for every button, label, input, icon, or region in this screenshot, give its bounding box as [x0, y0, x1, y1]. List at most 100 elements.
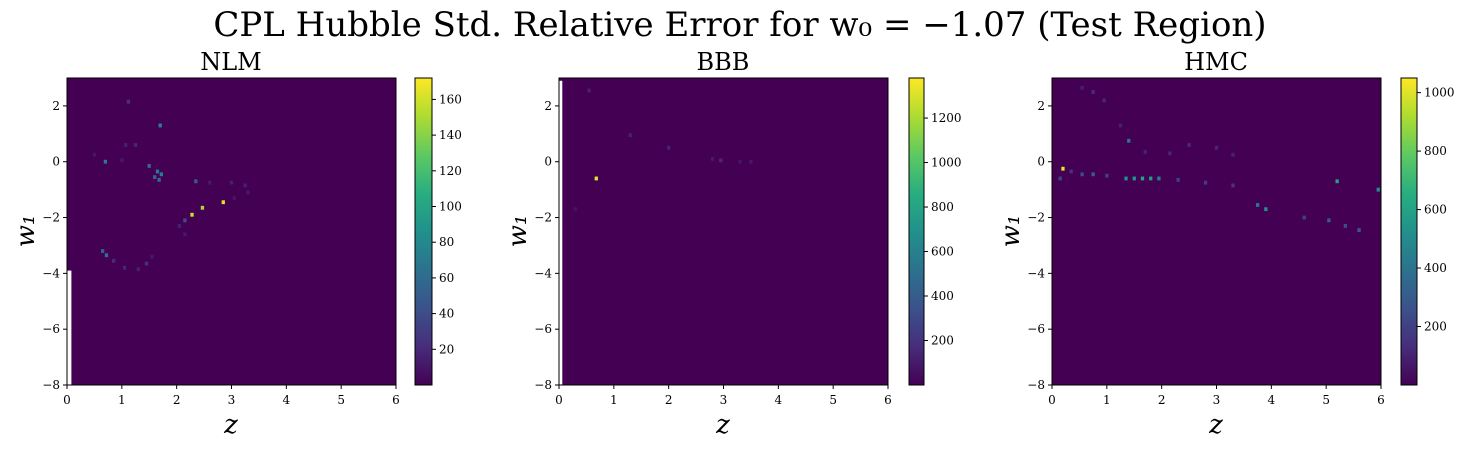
masked-regions [559, 80, 563, 386]
heatmap-cell [120, 158, 124, 163]
y-tick-label: −2 [42, 211, 60, 225]
heatmap-cell [150, 254, 154, 259]
heatmap-cell [1105, 173, 1109, 178]
y-axis-ticks: −8 −6 −4 −2 0 2 [1027, 99, 1052, 392]
heatmap-cell [126, 99, 131, 104]
masked-region [67, 270, 72, 385]
y-tick-label: −6 [1027, 322, 1045, 336]
figure-title: CPL Hubble Std. Relative Error for w₀ = … [213, 5, 1266, 45]
x-axis-label: z [715, 410, 730, 440]
y-tick-label: −2 [534, 211, 552, 225]
y-axis-label: w₁ [996, 215, 1026, 248]
heatmap-cell [136, 267, 140, 272]
heatmap-cell [153, 175, 157, 179]
x-tick-label: 4 [283, 393, 291, 407]
colorbar-tick-label: 400 [1424, 261, 1447, 275]
heatmap-cell [159, 172, 163, 177]
heatmap-cell [194, 179, 198, 184]
heatmap-cell [1102, 98, 1106, 103]
x-tick-label: 6 [392, 393, 400, 407]
colorbar-tick-label: 60 [439, 271, 454, 285]
x-axis-ticks: 0 1 2 3 4 5 6 [555, 385, 892, 407]
colorbar-tick-label: 400 [931, 289, 954, 303]
heatmap-cells [92, 99, 250, 272]
heatmap-cell [1357, 228, 1361, 233]
colorbar-ticks: 200 400 600 800 1000 1200 [924, 111, 962, 348]
heatmap-cell [147, 163, 151, 168]
colorbar-tick-label: 100 [439, 200, 462, 214]
heatmap-cell [1118, 123, 1123, 128]
heatmap-cell [111, 258, 116, 263]
panel-bbb: BBB 0 1 2 3 4 5 6 −8 −6 −4 −2 0 2 z w₁ 200 400 600 800… [503, 48, 962, 440]
colorbar [414, 77, 433, 386]
heatmap-cell [124, 143, 128, 147]
x-tick-label: 5 [1322, 393, 1330, 407]
colorbar-tick-label: 1000 [1424, 86, 1455, 100]
y-tick-label: 0 [1037, 155, 1045, 169]
colorbar-tick-label: 800 [1424, 144, 1447, 158]
colorbar [908, 77, 925, 386]
y-tick-label: −6 [42, 322, 60, 336]
x-tick-label: 6 [1377, 393, 1385, 407]
heatmap-cell [157, 177, 161, 182]
x-tick-label: 1 [610, 393, 618, 407]
x-tick-label: 4 [1268, 393, 1276, 407]
panel-title: HMC [1184, 48, 1248, 76]
heatmap-cell [1157, 176, 1161, 181]
y-tick-label: −4 [534, 266, 552, 280]
colorbar-tick-label: 80 [439, 235, 454, 249]
x-tick-label: 1 [1103, 393, 1111, 407]
heatmap-cell [1231, 183, 1235, 188]
x-tick-label: 0 [555, 393, 563, 407]
heatmap-cell [133, 143, 138, 147]
heatmap-cell [221, 200, 225, 205]
heatmap-cell [1091, 172, 1095, 177]
heatmap-cells [573, 88, 753, 212]
heatmap-cell [246, 190, 250, 195]
panel-nlm: NLM 0 1 2 3 4 5 6 −8 −6 −4 −2 0 2 z w₁ 20 40 60 80 100 1… [11, 48, 462, 440]
heatmap-cell [243, 183, 247, 188]
panel-hmc: HMC 0 1 2 3 4 5 6 −8 −6 −4 −2 0 2 z w₁ 200 400 600 800… [996, 48, 1455, 440]
heatmap-cell [232, 196, 236, 200]
colorbar-tick-label: 600 [1424, 203, 1447, 217]
heatmap-cell [1327, 218, 1331, 223]
heatmap-cell [710, 157, 715, 161]
x-axis-ticks: 0 1 2 3 4 5 6 [63, 385, 400, 407]
heatmap-cell [1264, 207, 1268, 212]
x-tick-label: 2 [173, 393, 181, 407]
heatmap-cell [1124, 176, 1128, 181]
heatmap-cell [667, 145, 671, 150]
y-axis-label: w₁ [503, 215, 533, 248]
heatmap-cell [1091, 90, 1095, 94]
colorbar-tick-label: 20 [439, 342, 454, 356]
colorbar-tick-label: 600 [931, 245, 954, 259]
y-tick-label: −8 [1027, 378, 1045, 392]
y-tick-label: −6 [534, 322, 552, 336]
heatmap-cell [207, 180, 212, 185]
heatmap-cell [1127, 138, 1131, 143]
colorbar-tick-label: 800 [931, 200, 954, 214]
y-tick-label: 0 [544, 155, 552, 169]
heatmap-cell [104, 253, 109, 258]
x-tick-label: 4 [775, 393, 783, 407]
x-tick-label: 5 [337, 393, 345, 407]
heatmap-cell [1335, 179, 1339, 184]
heatmap-cell [719, 158, 723, 163]
colorbar-tick-label: 120 [439, 164, 462, 178]
heatmap-cell [155, 169, 160, 174]
heatmap-cell [200, 205, 205, 210]
heatmap-cell [92, 152, 97, 157]
x-tick-label: 2 [665, 393, 673, 407]
heatmap-cell [1061, 166, 1065, 171]
heatmap-cell [1376, 187, 1380, 192]
heatmap-cell [1069, 169, 1073, 174]
heatmap-cell [1080, 172, 1084, 177]
heatmap-cell [1140, 176, 1145, 181]
heatmap-cell [749, 159, 753, 164]
heatmap-cell [122, 265, 127, 270]
heatmap-cell [594, 176, 598, 181]
y-tick-label: 0 [52, 155, 60, 169]
heatmap-cell [1176, 177, 1180, 182]
panel-title: NLM [200, 48, 262, 76]
heatmap-cell [1214, 145, 1219, 150]
